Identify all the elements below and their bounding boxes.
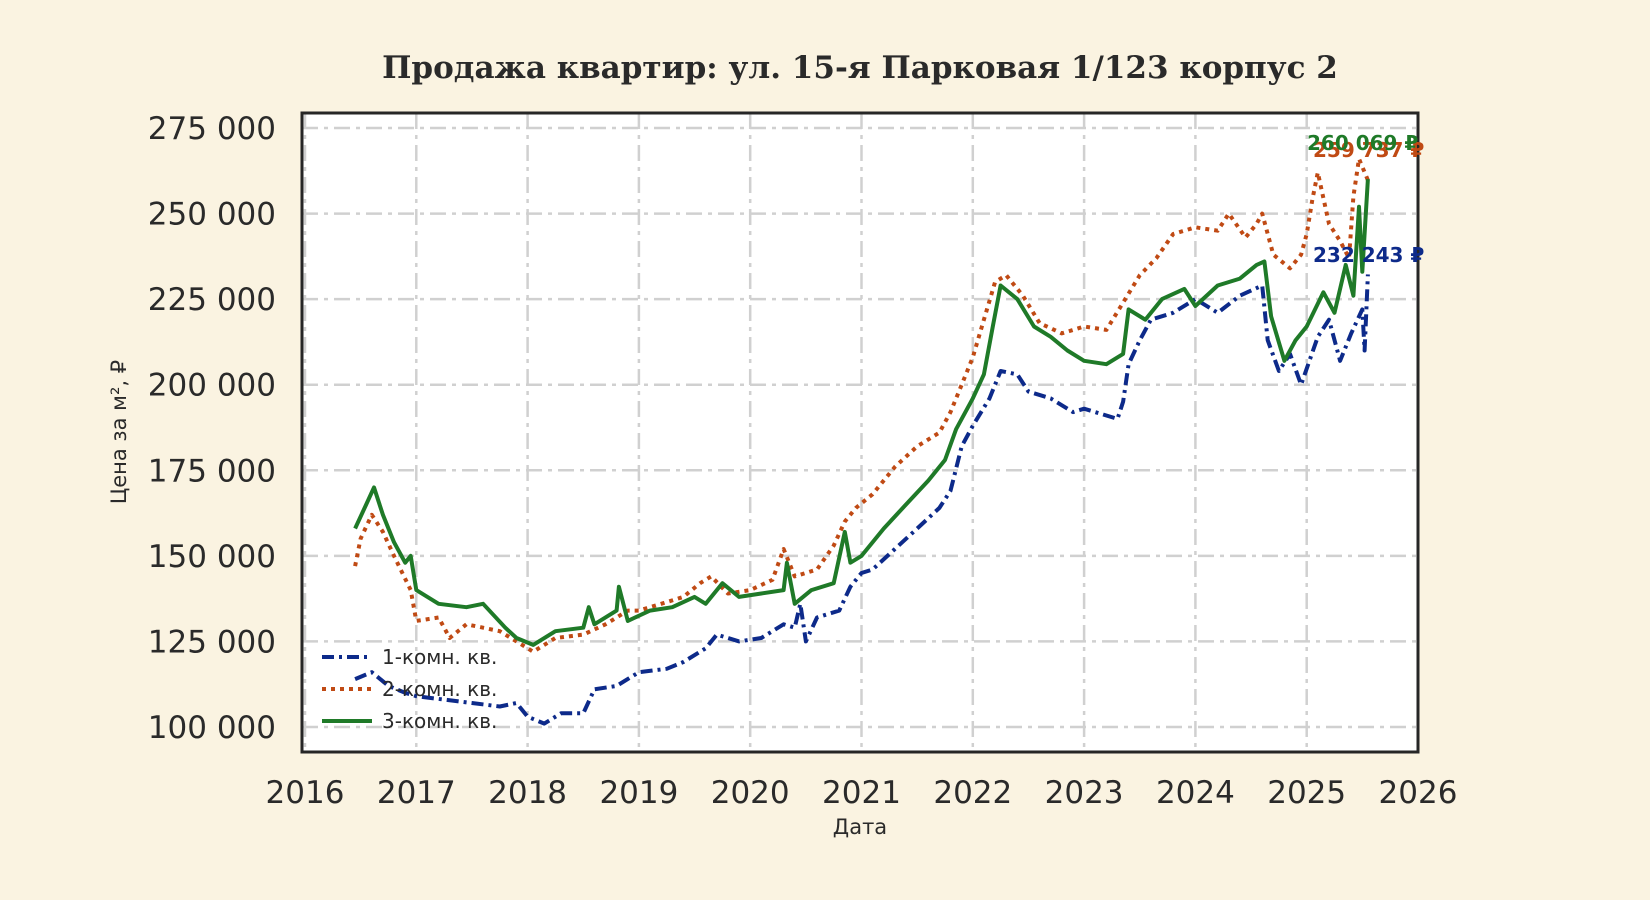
y-tick-label: 175 000 [148, 453, 276, 489]
y-tick-label: 150 000 [148, 539, 276, 575]
y-tick-label: 250 000 [148, 197, 276, 233]
y-axis-ticks: 100 000 125 000 150 000 175 000 200 000 225 0… [148, 111, 276, 746]
series-line [353, 178, 1370, 647]
legend: 1-комн. кв. 2-комн. кв. 3-комн. кв. [322, 645, 497, 733]
y-tick-label: 125 000 [148, 624, 276, 660]
series-line [354, 274, 1370, 726]
x-tick-label: 2021 [822, 775, 901, 811]
x-tick-label: 2019 [599, 775, 678, 811]
x-tick-label: 2022 [933, 775, 1012, 811]
legend-label: 1-комн. кв. [382, 645, 497, 669]
y-tick-label: 100 000 [148, 710, 276, 746]
grid-lines [302, 113, 1418, 752]
x-tick-label: 2020 [711, 775, 790, 811]
plot-frame [300, 111, 1420, 754]
y-tick-label: 225 000 [148, 282, 276, 318]
end-value-label: 260 069 ₽ [1307, 131, 1418, 155]
legend-label: 3-комн. кв. [382, 709, 497, 733]
x-tick-label: 2018 [488, 775, 567, 811]
chart-title: Продажа квартир: ул. 15-я Парковая 1/123… [382, 50, 1338, 86]
end-value-annotations: 259 737 ₽260 069 ₽ 232 243 ₽ [1307, 131, 1424, 267]
end-value-label: 232 243 ₽ [1313, 243, 1424, 267]
x-tick-label: 2024 [1156, 775, 1235, 811]
y-axis-label: Цена за м², ₽ [107, 360, 131, 504]
x-tick-label: 2017 [377, 775, 456, 811]
series-group [353, 156, 1370, 726]
x-axis-label: Дата [833, 815, 887, 839]
end-value-label: 259 737 ₽ [1313, 138, 1424, 162]
x-tick-label: 2025 [1267, 775, 1346, 811]
y-tick-label: 200 000 [148, 368, 276, 404]
x-axis-ticks: 2016 2017 2018 2019 2020 2021 2022 2023 2024 2025… [266, 775, 1458, 811]
x-tick-label: 2016 [266, 775, 345, 811]
legend-label: 2-комн. кв. [382, 677, 497, 701]
y-tick-label: 275 000 [148, 111, 276, 147]
x-tick-label: 2026 [1379, 775, 1458, 811]
series-line [353, 156, 1370, 654]
x-tick-label: 2023 [1045, 775, 1124, 811]
